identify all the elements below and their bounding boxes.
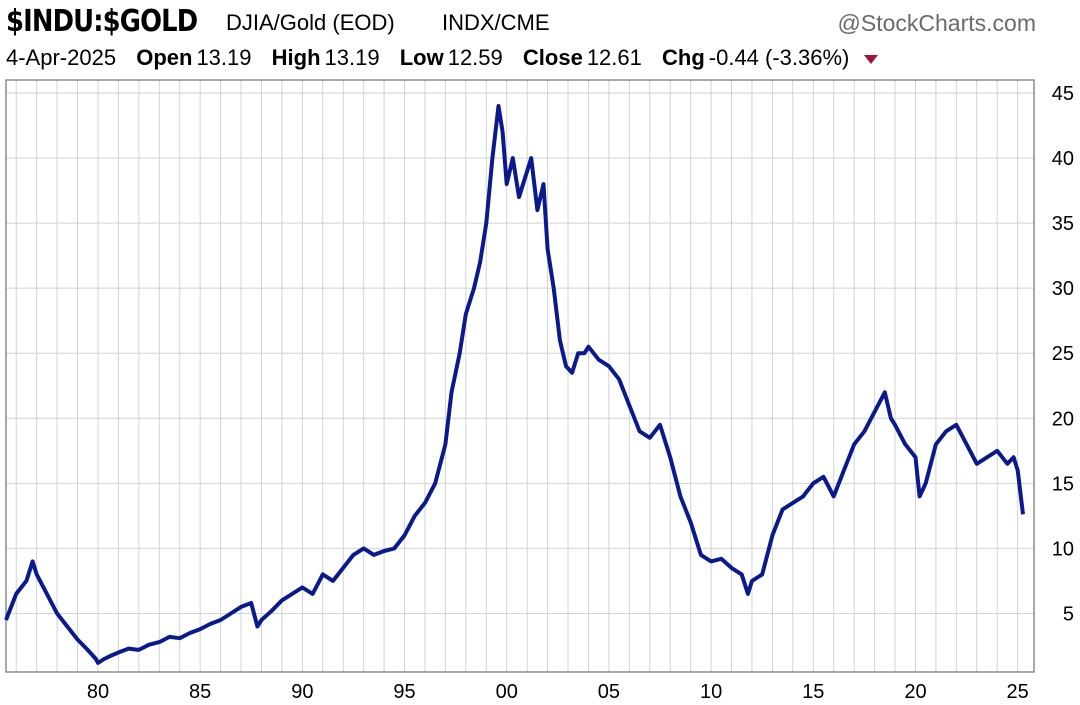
x-tick-label: 00 xyxy=(496,681,518,703)
chg-label: Chg xyxy=(662,45,705,70)
y-tick-label: 25 xyxy=(1052,343,1074,365)
y-tick-label: 15 xyxy=(1052,473,1074,495)
vertical-gridlines xyxy=(15,80,1019,672)
y-tick-label: 30 xyxy=(1052,278,1074,300)
x-tick-label: 90 xyxy=(291,681,313,703)
y-axis-tick-labels: 5 10 15 20 25 30 35 40 45 xyxy=(1052,83,1074,625)
close-value: 12.61 xyxy=(586,45,642,70)
low-value: 12.59 xyxy=(447,45,503,70)
x-tick-label: 05 xyxy=(598,681,620,703)
down-arrow-icon xyxy=(863,54,878,64)
high-label: High xyxy=(271,45,321,70)
low-label: Low xyxy=(399,45,444,70)
chg-value: -0.44 (-3.36%) xyxy=(708,45,850,70)
quote-bar: 4-Apr-2025 Open 13.19 High 13.19 Low 12.59 … xyxy=(6,45,878,71)
x-tick-label: 80 xyxy=(87,681,109,703)
quote-date: 4-Apr-2025 xyxy=(6,45,117,70)
plot-frame xyxy=(5,79,1035,673)
y-tick-label: 45 xyxy=(1052,83,1074,105)
x-axis-tick-labels: 80 85 90 95 00 05 10 15 20 25 xyxy=(87,681,1029,703)
x-tick-label: 95 xyxy=(393,681,415,703)
symbol-description: DJIA/Gold (EOD) xyxy=(226,10,395,35)
close-label: Close xyxy=(522,45,583,70)
high-value: 13.19 xyxy=(324,45,380,70)
y-tick-label: 5 xyxy=(1063,603,1074,625)
y-tick-label: 20 xyxy=(1052,408,1074,430)
x-tick-label: 20 xyxy=(904,681,926,703)
stockcharts-credit: @StockCharts.com xyxy=(837,10,1036,36)
chart-header: $INDU:$GOLD DJIA/Gold (EOD) INDX/CME @St… xyxy=(0,0,1080,80)
x-tick-label: 25 xyxy=(1007,681,1029,703)
x-tick-label: 10 xyxy=(700,681,722,703)
y-tick-label: 40 xyxy=(1052,148,1074,170)
series-line-djia-gold xyxy=(4,104,1025,665)
open-value: 13.19 xyxy=(196,45,252,70)
horizontal-gridlines xyxy=(6,92,1034,614)
x-tick-label: 15 xyxy=(802,681,824,703)
x-tick-label: 85 xyxy=(189,681,211,703)
y-tick-label: 35 xyxy=(1052,213,1074,235)
y-tick-label: 10 xyxy=(1052,538,1074,560)
ticker-symbol: $INDU:$GOLD xyxy=(6,4,198,39)
open-label: Open xyxy=(136,45,193,70)
exchange-label: INDX/CME xyxy=(442,10,550,35)
